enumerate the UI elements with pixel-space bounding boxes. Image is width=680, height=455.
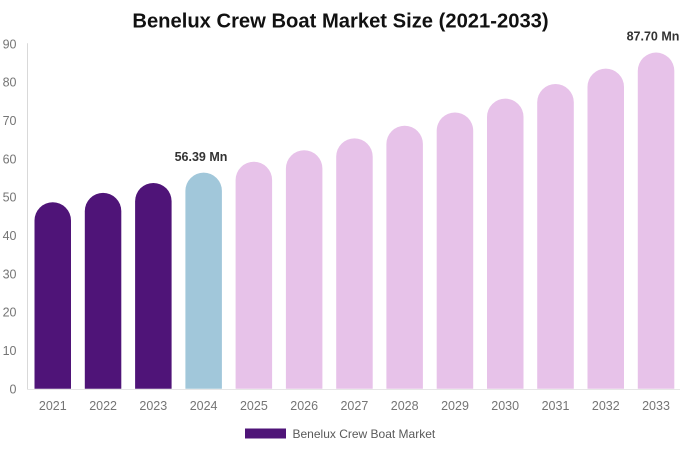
svg-text:2032: 2032	[592, 399, 620, 413]
svg-text:20: 20	[3, 306, 17, 320]
svg-text:2026: 2026	[290, 399, 318, 413]
svg-text:2029: 2029	[441, 399, 469, 413]
svg-text:2021: 2021	[39, 399, 67, 413]
svg-text:Benelux Crew Boat Market: Benelux Crew Boat Market	[293, 427, 436, 441]
svg-text:2031: 2031	[542, 399, 570, 413]
svg-text:80: 80	[3, 76, 17, 90]
svg-text:40: 40	[3, 229, 17, 243]
svg-text:90: 90	[3, 37, 17, 51]
svg-text:70: 70	[3, 114, 17, 128]
svg-text:2024: 2024	[190, 399, 218, 413]
svg-text:50: 50	[3, 191, 17, 205]
svg-text:2027: 2027	[340, 399, 368, 413]
svg-text:Benelux Crew Boat Market Size: Benelux Crew Boat Market Size (2021-2033…	[132, 11, 548, 33]
svg-text:87.70 Mn: 87.70 Mn	[627, 30, 680, 44]
svg-text:30: 30	[3, 267, 17, 281]
svg-text:56.39 Mn: 56.39 Mn	[175, 150, 228, 164]
svg-text:10: 10	[3, 344, 17, 358]
svg-text:2025: 2025	[240, 399, 268, 413]
svg-text:60: 60	[3, 152, 17, 166]
svg-text:2033: 2033	[642, 399, 670, 413]
svg-text:0: 0	[10, 382, 17, 396]
svg-text:2022: 2022	[89, 399, 117, 413]
svg-text:2028: 2028	[391, 399, 419, 413]
svg-text:2023: 2023	[139, 399, 167, 413]
svg-text:2030: 2030	[491, 399, 519, 413]
